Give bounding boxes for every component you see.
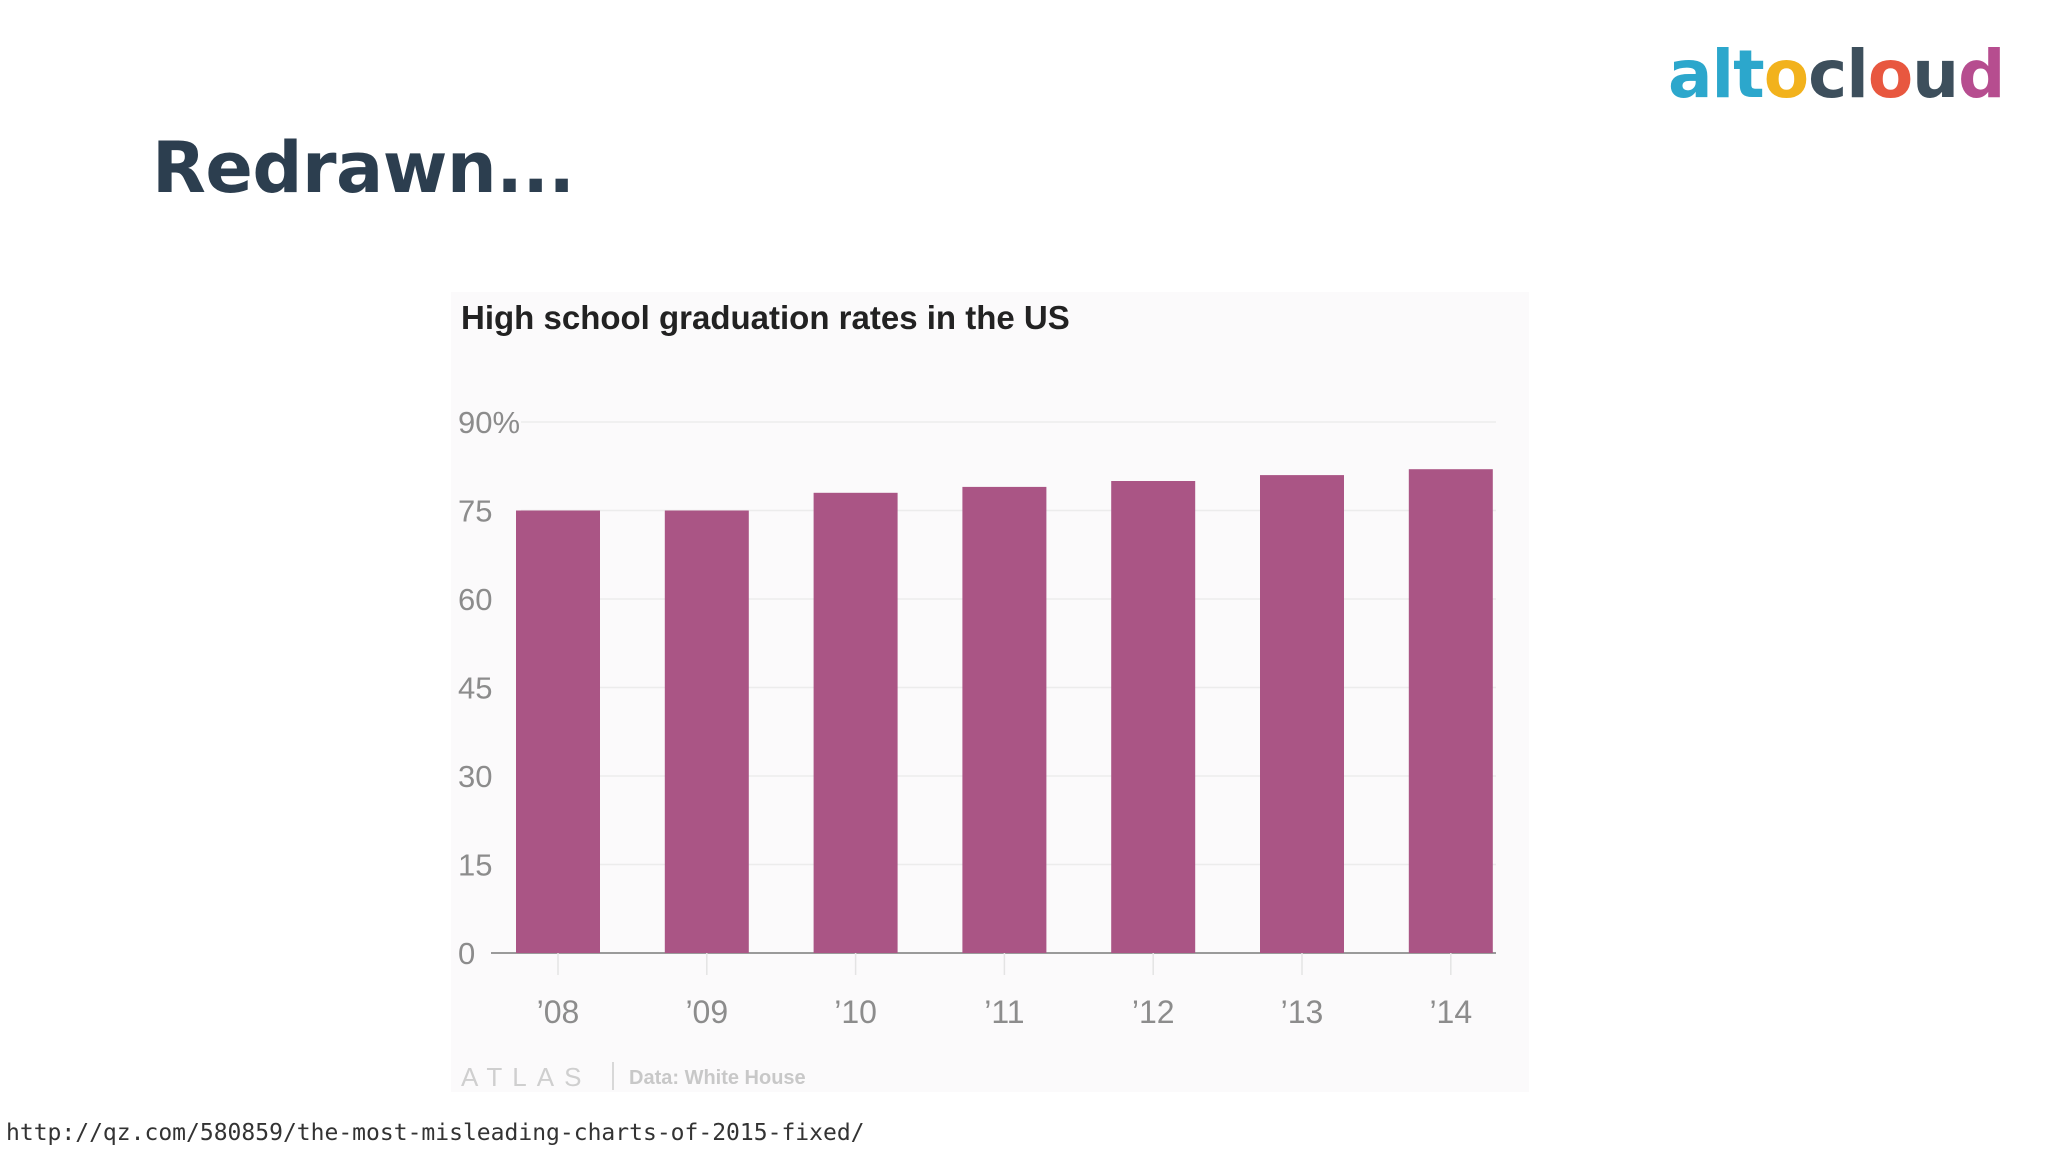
y-tick-label: 75 — [458, 494, 492, 529]
bar — [1408, 469, 1493, 953]
slide-title: Redrawn... — [152, 127, 575, 209]
atlas-brand: ATLAS — [461, 1062, 591, 1092]
logo-letter: d — [1958, 36, 2005, 113]
y-tick-label: 45 — [458, 671, 492, 706]
bar — [1260, 475, 1344, 953]
bar — [962, 486, 1047, 953]
bar — [516, 510, 600, 953]
altocloud-logo: altocloud — [1668, 36, 2005, 113]
bar — [813, 492, 898, 953]
chart-card: High school graduation rates in the US 0… — [451, 292, 1529, 1092]
logo-letter: o — [1763, 36, 1809, 113]
y-tick-label: 30 — [458, 759, 492, 794]
bar-chart: High school graduation rates in the US 0… — [458, 299, 1496, 1092]
chart-title: High school graduation rates in the US — [461, 299, 1070, 336]
x-tick-label: ’13 — [1281, 994, 1324, 1030]
logo-letter: l — [1846, 36, 1869, 113]
x-tick-label: ’12 — [1132, 994, 1175, 1030]
x-tick-label: ’11 — [984, 994, 1024, 1030]
x-tick-label: ’09 — [685, 994, 728, 1030]
logo-letter: u — [1912, 36, 1959, 113]
x-tick-label: ’14 — [1429, 994, 1472, 1030]
y-tick-label: 15 — [458, 848, 492, 883]
source-url[interactable]: http://qz.com/580859/the-most-misleading… — [6, 1120, 865, 1146]
y-tick-label: 0 — [458, 936, 475, 971]
logo-letter: l — [1711, 36, 1735, 113]
logo-letter: a — [1668, 36, 1713, 113]
y-tick-label: 90% — [458, 405, 520, 440]
data-source: Data: White House — [629, 1067, 806, 1089]
logo-letter: o — [1867, 36, 1913, 113]
x-tick-label: ’10 — [834, 994, 877, 1030]
bar — [664, 510, 749, 953]
y-tick-label: 60 — [458, 582, 492, 617]
logo-letter: c — [1808, 36, 1847, 113]
x-tick-label: ’08 — [537, 994, 580, 1030]
bar — [1111, 481, 1196, 953]
logo-letter: t — [1733, 36, 1765, 113]
